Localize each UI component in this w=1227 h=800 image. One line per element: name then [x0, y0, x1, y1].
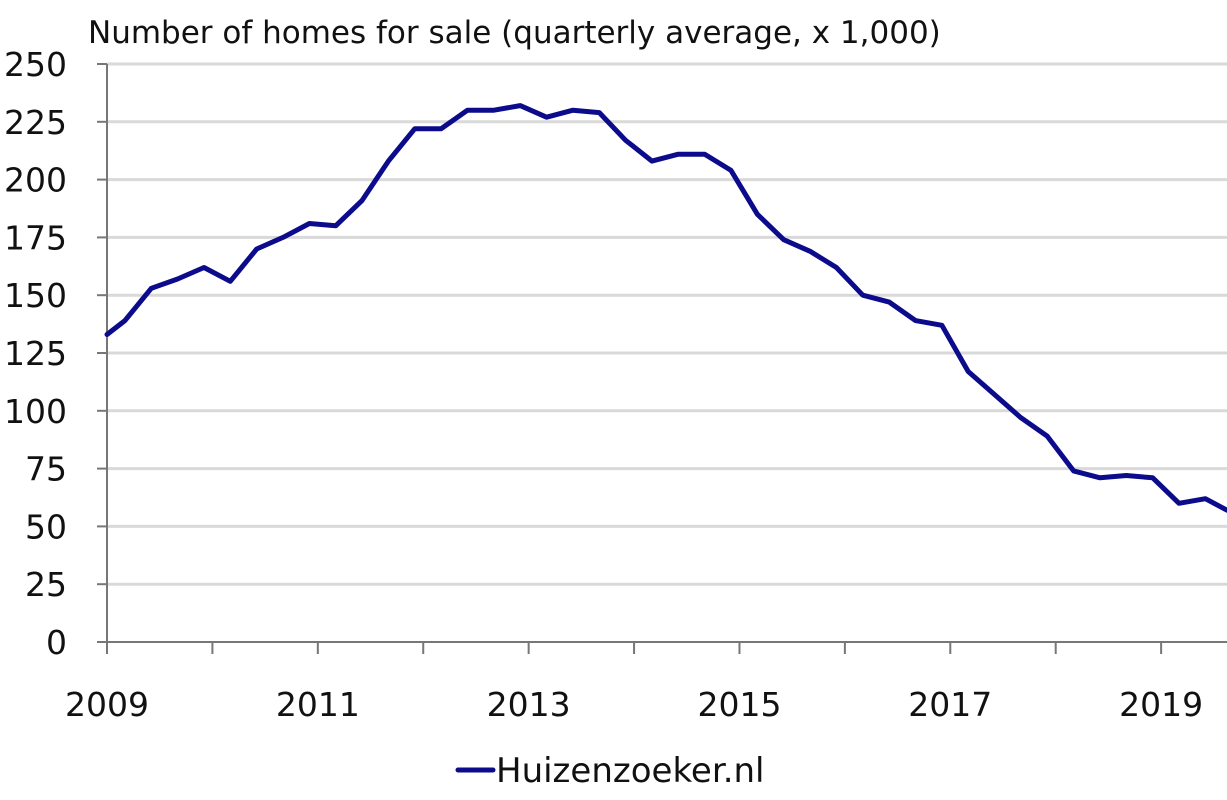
y-tick-label: 200 — [4, 161, 67, 200]
x-tick-label: 2017 — [908, 685, 992, 724]
y-tick-label: 50 — [25, 507, 67, 546]
gridlines — [107, 62, 1227, 586]
y-tick-label: 0 — [46, 623, 67, 662]
legend-label: Huizenzoeker.nl — [496, 751, 765, 791]
axes — [97, 63, 1227, 654]
y-tick-label: 75 — [25, 450, 67, 489]
legend: Huizenzoeker.nl — [455, 751, 765, 791]
y-tick-label: 175 — [4, 218, 67, 257]
y-tick-label: 225 — [4, 103, 67, 142]
tick-labels: 0 25 50 75 100 125 150 175 200 225 250 2009 2011 2013… — [4, 45, 1203, 724]
series-lines — [104, 103, 1227, 513]
x-tick-label: 2019 — [1119, 685, 1203, 724]
series-line — [104, 103, 1227, 513]
x-tick-label: 2009 — [65, 685, 149, 724]
y-tick-label: 100 — [4, 392, 67, 431]
x-tick-label: 2013 — [487, 685, 571, 724]
y-tick-label: 125 — [4, 334, 67, 373]
x-tick-label: 2011 — [276, 685, 360, 724]
x-tick-label: 2015 — [697, 685, 781, 724]
chart-title: Number of homes for sale (quarterly aver… — [88, 15, 941, 51]
y-tick-label: 250 — [4, 45, 67, 84]
y-tick-label: 150 — [4, 276, 67, 315]
y-tick-label: 25 — [25, 565, 67, 604]
